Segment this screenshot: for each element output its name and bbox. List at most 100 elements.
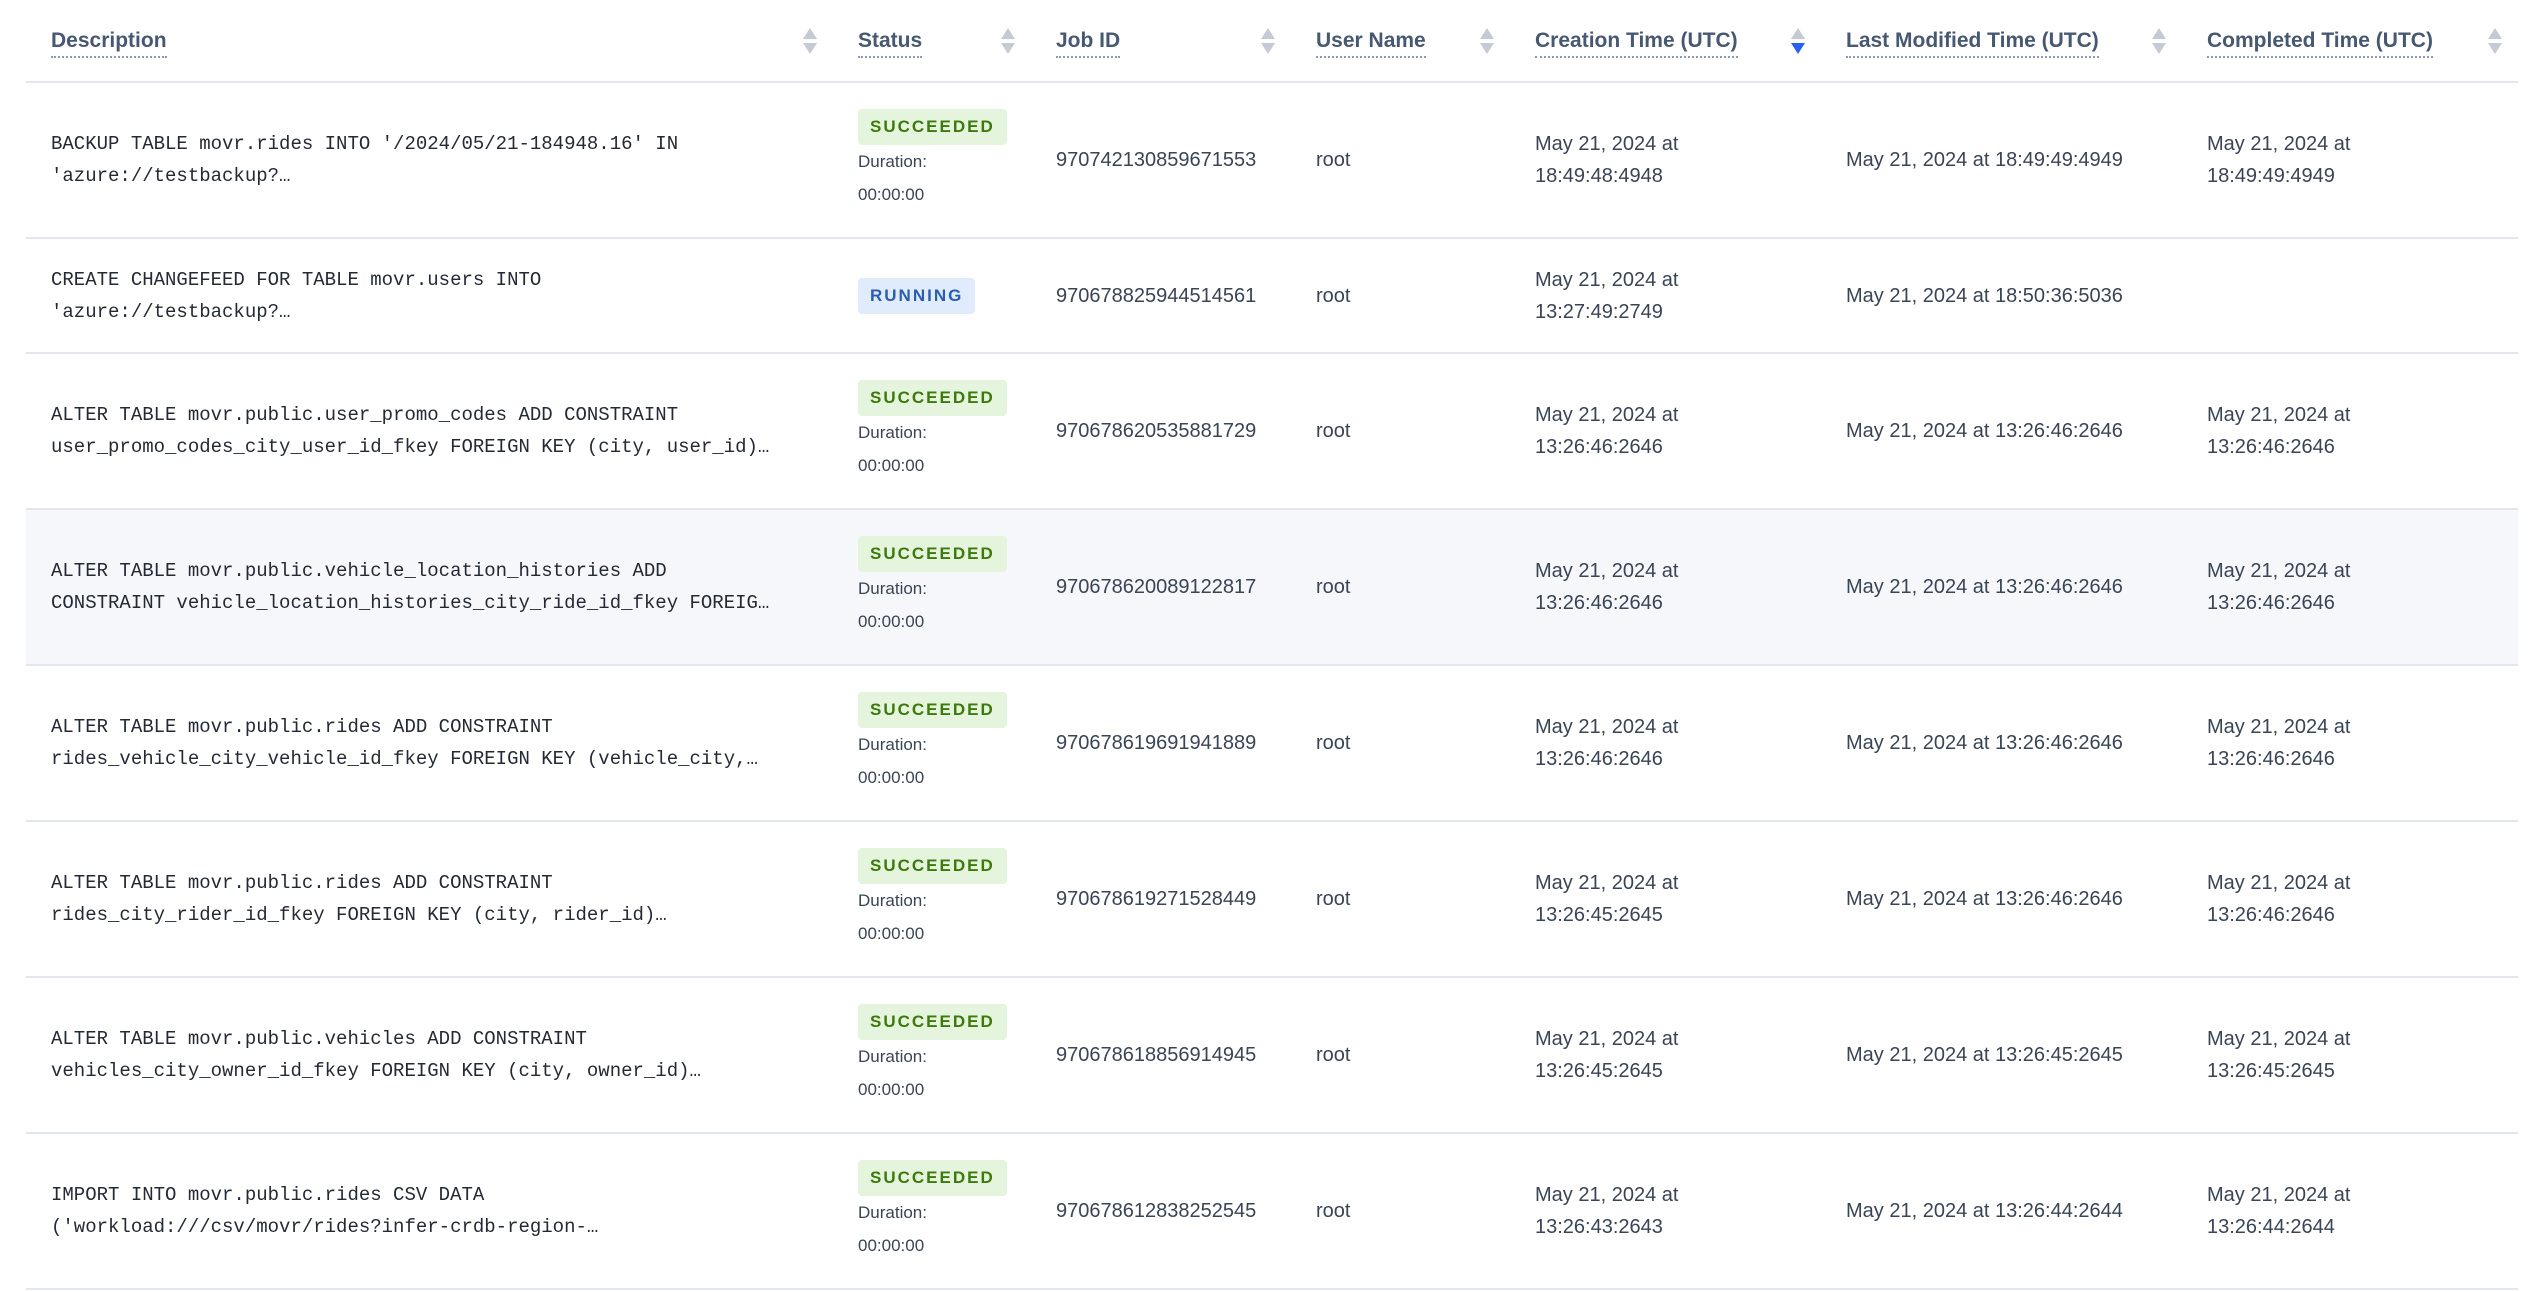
table-row[interactable]: CREATE CHANGEFEED FOR TABLE movr.users I… — [26, 238, 2518, 353]
table-row[interactable]: BACKUP TABLE movr.rides INTO '/2024/05/2… — [26, 82, 2518, 238]
last-modified-time-cell: May 21, 2024 at 13:26:46:2646 — [1846, 576, 2123, 598]
column-header-user-name[interactable]: User Name — [1291, 0, 1510, 82]
job-id-link[interactable]: 970678620089122817 — [1056, 576, 1257, 598]
table-row[interactable]: ALTER TABLE movr.public.vehicle_location… — [26, 509, 2518, 665]
creation-date: May 21, 2024 at — [1535, 560, 1679, 582]
status-cell: SUCCEEDED Duration: 00:00:00 — [833, 353, 1031, 509]
description-cell[interactable]: ALTER TABLE movr.public.user_promo_codes… — [26, 353, 833, 509]
job-id-cell[interactable]: 970678619271528449 — [1031, 821, 1291, 977]
status-badge: SUCCEEDED — [858, 692, 1007, 728]
completed-time: 18:49:49:4949 — [2207, 165, 2335, 187]
job-id-cell[interactable]: 970678619691941889 — [1031, 665, 1291, 821]
description-cell[interactable]: ALTER TABLE movr.public.vehicle_location… — [26, 509, 833, 665]
user-name-cell: root — [1316, 1200, 1351, 1222]
job-id-link[interactable]: 970742130859671553 — [1056, 149, 1257, 171]
job-id-cell[interactable]: 970678620089122817 — [1031, 509, 1291, 665]
sort-ascending-icon — [1261, 28, 1275, 39]
table-row[interactable]: IMPORT INTO movr.public.rides CSV DATA ('… — [26, 1133, 2518, 1289]
status-cell: SUCCEEDED Duration: 00:00:00 — [833, 82, 1031, 238]
creation-time-cell: May 21, 2024 at 13:26:46:2646 — [1510, 665, 1821, 821]
column-header-creation-time[interactable]: Creation Time (UTC) — [1510, 0, 1821, 82]
sort-descending-icon — [2152, 43, 2166, 54]
column-header-completed-time[interactable]: Completed Time (UTC) — [2182, 0, 2518, 82]
last-modified-time-cell: May 21, 2024 at 13:26:46:2646 — [1846, 888, 2123, 910]
job-id-cell[interactable]: 970678618856914945 — [1031, 977, 1291, 1133]
description-cell[interactable]: CREATE CHANGEFEED FOR TABLE movr.users I… — [26, 238, 833, 353]
completed-time-cell: May 21, 2024 at 13:26:46:2646 — [2182, 821, 2518, 977]
description-line: user_promo_codes_city_user_id_fkey FOREI… — [51, 436, 770, 458]
description-line: CONSTRAINT vehicle_location_histories_ci… — [51, 592, 770, 614]
duration-value: 00:00:00 — [858, 185, 925, 204]
completed-date: May 21, 2024 at — [2207, 1184, 2351, 1206]
status-cell: RUNNING — [833, 238, 1031, 353]
job-id-cell[interactable]: 970678825944514561 — [1031, 238, 1291, 353]
job-id-link[interactable]: 970678618856914945 — [1056, 1044, 1257, 1066]
description-cell[interactable]: IMPORT INTO movr.public.rides CSV DATA ('… — [26, 1133, 833, 1289]
sort-icon[interactable] — [1001, 28, 1015, 56]
completed-time-cell — [2182, 238, 2518, 353]
sort-descending-icon — [803, 43, 817, 54]
duration-label: Duration: — [858, 735, 927, 754]
description-line: 'azure://testbackup?… — [51, 165, 291, 187]
duration-label: Duration: — [858, 891, 927, 910]
duration-value: 00:00:00 — [858, 1236, 925, 1255]
sort-icon[interactable] — [2488, 28, 2502, 56]
completed-time-cell: May 21, 2024 at 13:26:46:2646 — [2182, 353, 2518, 509]
last-modified-time-cell: May 21, 2024 at 13:26:46:2646 — [1846, 732, 2123, 754]
table-row[interactable]: ALTER TABLE movr.public.rides ADD CONSTR… — [26, 665, 2518, 821]
creation-time: 13:26:43:2643 — [1535, 1216, 1663, 1238]
description-cell[interactable]: ALTER TABLE movr.public.rides ADD CONSTR… — [26, 821, 833, 977]
sort-descending-icon — [2488, 43, 2502, 54]
column-header-status[interactable]: Status — [833, 0, 1031, 82]
job-id-link[interactable]: 970678612838252545 — [1056, 1200, 1257, 1222]
status-cell: SUCCEEDED Duration: 00:00:00 — [833, 821, 1031, 977]
description-line: ALTER TABLE movr.public.user_promo_codes… — [51, 404, 679, 426]
table-row[interactable]: ALTER TABLE movr.public.rides ADD CONSTR… — [26, 821, 2518, 977]
sort-icon[interactable] — [1261, 28, 1275, 56]
duration-value: 00:00:00 — [858, 1080, 925, 1099]
table-body: BACKUP TABLE movr.rides INTO '/2024/05/2… — [26, 82, 2518, 1289]
creation-date: May 21, 2024 at — [1535, 268, 1679, 291]
job-id-link[interactable]: 970678620535881729 — [1056, 420, 1257, 442]
description-cell[interactable]: ALTER TABLE movr.public.vehicles ADD CON… — [26, 977, 833, 1133]
column-header-last-modified-time[interactable]: Last Modified Time (UTC) — [1821, 0, 2182, 82]
job-id-cell[interactable]: 970678620535881729 — [1031, 353, 1291, 509]
status-badge: RUNNING — [858, 277, 976, 314]
duration-value: 00:00:00 — [858, 768, 925, 787]
creation-time-cell: May 21, 2024 at 13:26:43:2643 — [1510, 1133, 1821, 1289]
user-name-cell: root — [1316, 1044, 1351, 1066]
table-row[interactable]: ALTER TABLE movr.public.user_promo_codes… — [26, 353, 2518, 509]
status-cell: SUCCEEDED Duration: 00:00:00 — [833, 1133, 1031, 1289]
creation-date: May 21, 2024 at — [1535, 1184, 1679, 1206]
table-row[interactable]: ALTER TABLE movr.public.vehicles ADD CON… — [26, 977, 2518, 1133]
last-modified-time-cell: May 21, 2024 at 13:26:46:2646 — [1846, 420, 2123, 442]
column-header-description[interactable]: Description — [26, 0, 833, 82]
completed-date: May 21, 2024 at — [2207, 404, 2351, 426]
status-badge: SUCCEEDED — [858, 536, 1007, 572]
completed-time: 13:26:46:2646 — [2207, 436, 2335, 458]
job-id-cell[interactable]: 970742130859671553 — [1031, 82, 1291, 238]
completed-date: May 21, 2024 at — [2207, 1028, 2351, 1050]
status-cell: SUCCEEDED Duration: 00:00:00 — [833, 509, 1031, 665]
column-header-job-id[interactable]: Job ID — [1031, 0, 1291, 82]
sort-icon[interactable] — [1791, 28, 1805, 56]
sort-icon[interactable] — [2152, 28, 2166, 56]
description-cell[interactable]: BACKUP TABLE movr.rides INTO '/2024/05/2… — [26, 82, 833, 238]
job-id-link[interactable]: 970678825944514561 — [1056, 284, 1257, 307]
user-name-cell: root — [1316, 149, 1351, 171]
description-line: ALTER TABLE movr.public.rides ADD CONSTR… — [51, 872, 553, 894]
sort-icon[interactable] — [803, 28, 817, 56]
creation-date: May 21, 2024 at — [1535, 1028, 1679, 1050]
sort-ascending-icon — [1791, 28, 1805, 39]
status-badge: SUCCEEDED — [858, 848, 1007, 884]
job-id-link[interactable]: 970678619271528449 — [1056, 888, 1257, 910]
description-cell[interactable]: ALTER TABLE movr.public.rides ADD CONSTR… — [26, 665, 833, 821]
job-id-link[interactable]: 970678619691941889 — [1056, 732, 1257, 754]
description-line: rides_city_rider_id_fkey FOREIGN KEY (ci… — [51, 904, 667, 926]
column-header-label: Status — [858, 28, 923, 58]
sort-icon[interactable] — [1480, 28, 1494, 56]
sort-ascending-icon — [2152, 28, 2166, 39]
duration-label: Duration: — [858, 579, 927, 598]
sort-ascending-icon — [803, 28, 817, 39]
job-id-cell[interactable]: 970678612838252545 — [1031, 1133, 1291, 1289]
